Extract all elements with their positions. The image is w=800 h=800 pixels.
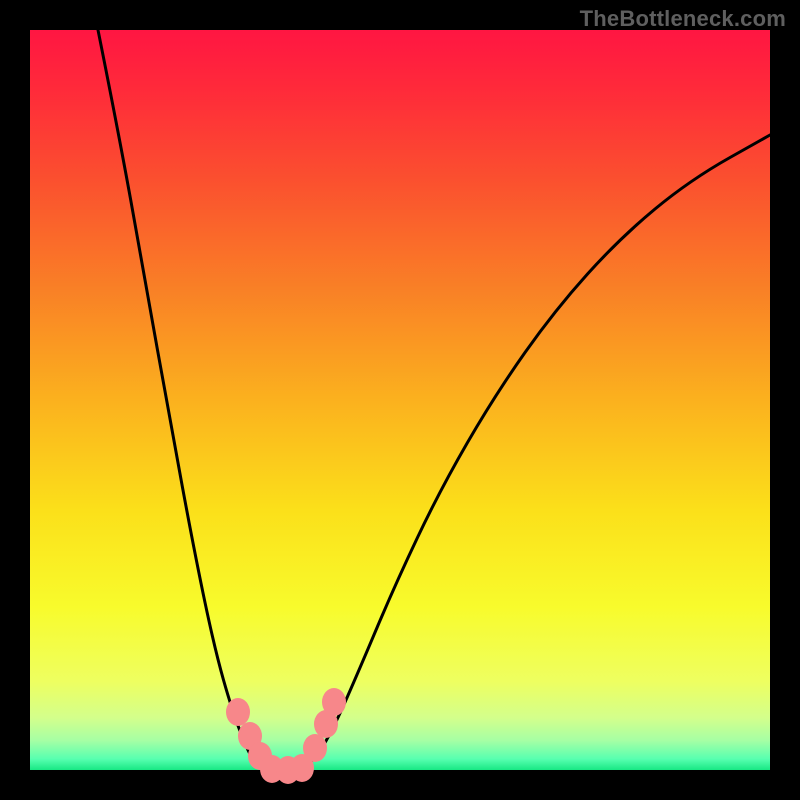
- curve-marker: [226, 698, 250, 726]
- watermark-text: TheBottleneck.com: [580, 6, 786, 32]
- bottleneck-chart: [0, 0, 800, 800]
- curve-marker: [322, 688, 346, 716]
- curve-marker: [303, 734, 327, 762]
- plot-gradient-background: [30, 30, 770, 770]
